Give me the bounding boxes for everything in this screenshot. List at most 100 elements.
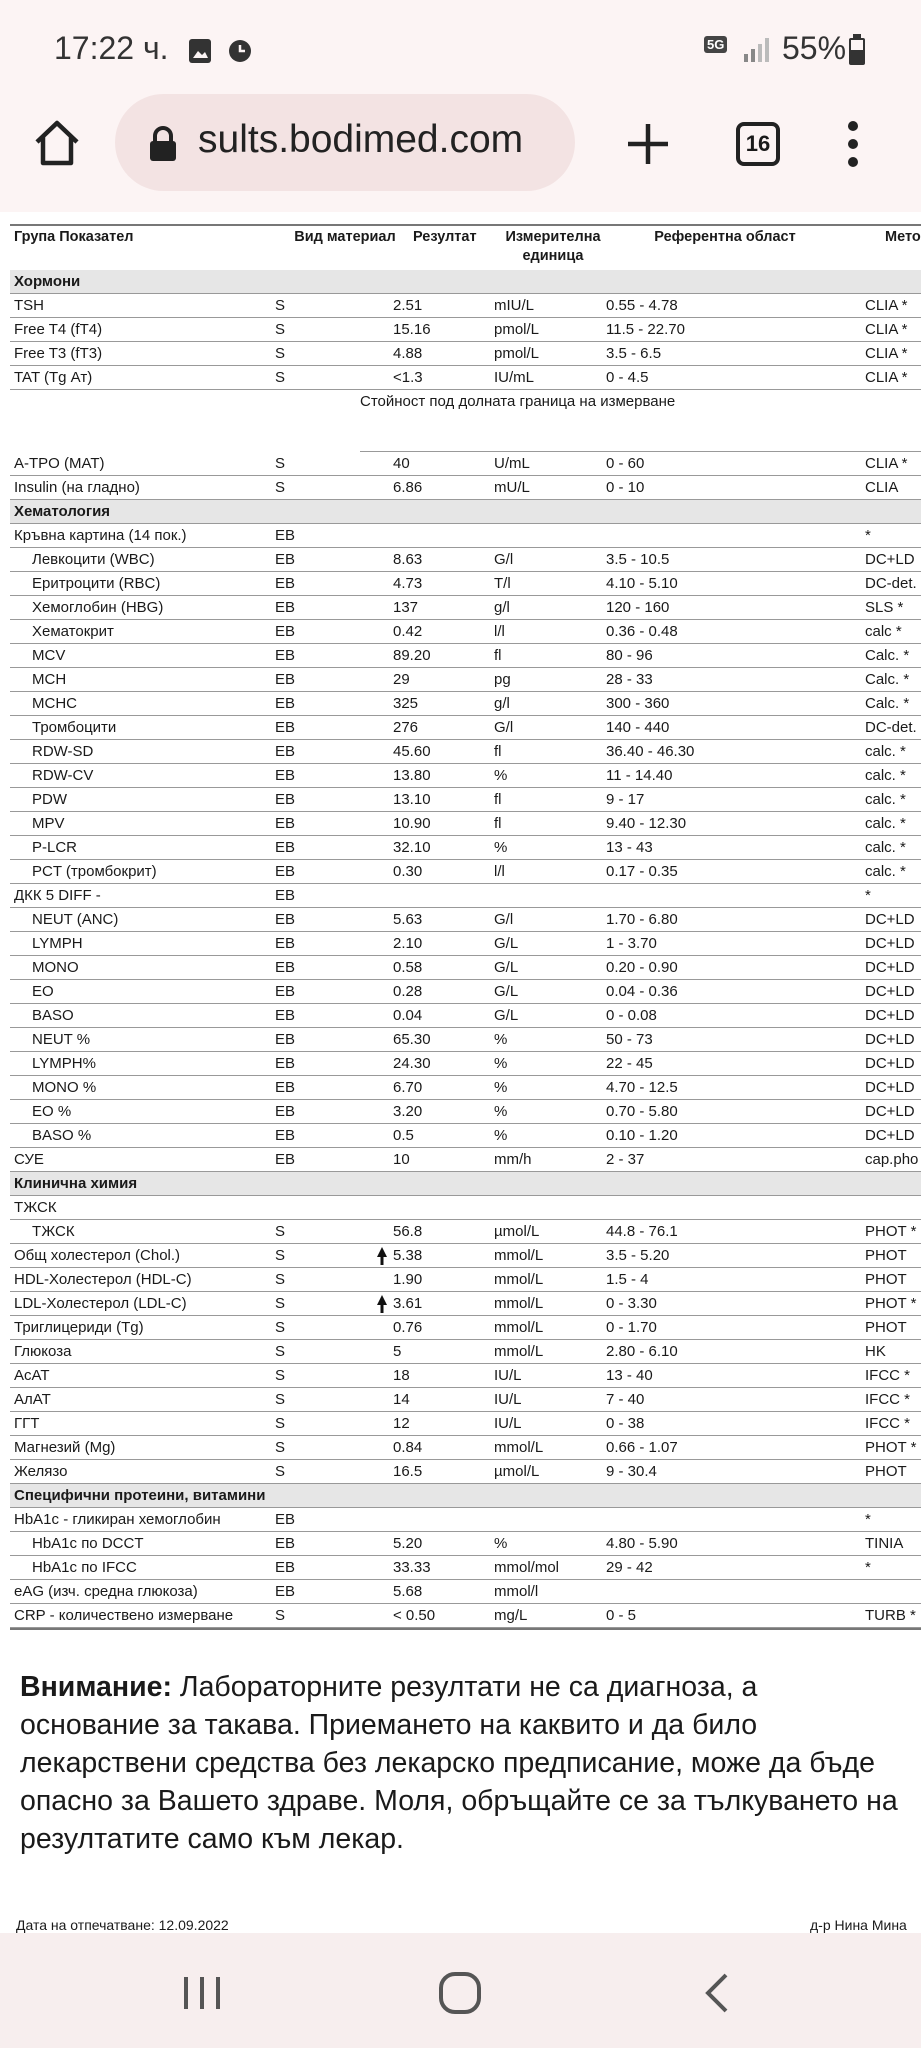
reference-range: 0.10 - 1.20 <box>606 1127 678 1144</box>
method: DC+LD <box>865 911 915 928</box>
result: 10.90 <box>393 815 431 832</box>
test-name: HDL-Холестерол (HDL-C) <box>14 1271 192 1288</box>
reference-range: 7 - 40 <box>606 1391 645 1408</box>
reference-range: 1.5 - 4 <box>606 1271 649 1288</box>
unit: l/l <box>494 863 505 880</box>
test-name: PDW <box>32 791 67 808</box>
method: calc. * <box>865 767 906 784</box>
unit: mU/L <box>494 479 530 496</box>
reference-range: 9.40 - 12.30 <box>606 815 687 832</box>
network-type: 5G <box>704 36 728 53</box>
material: S <box>275 1271 286 1288</box>
result: 65.30 <box>393 1031 431 1048</box>
recents-button[interactable] <box>180 1973 224 2013</box>
unit: mmol/L <box>494 1271 544 1288</box>
result-row: Insulin (на гладно) S 6.86 mU/L 0 - 10 CLIA <box>10 476 921 500</box>
reference-range: 4.70 - 12.5 <box>606 1079 678 1096</box>
table-header: Група Показател Вид материал Резултат Измер… <box>10 224 921 272</box>
result-row: Free T4 (fT4) S 15.16 pmol/L 11.5 - 22.70 CLI… <box>10 318 921 342</box>
material: EB <box>275 815 296 832</box>
result: 40 <box>393 455 410 472</box>
result: <1.3 <box>393 369 423 386</box>
home-nav-button[interactable] <box>438 1971 482 2015</box>
section-title: Клинична химия <box>14 1175 138 1192</box>
method: SLS * <box>865 599 904 616</box>
material: S <box>275 1415 286 1432</box>
material: S <box>275 1343 286 1360</box>
test-name: LDL-Холестерол (LDL-C) <box>14 1295 187 1312</box>
result-row: Левкоцити (WBC) EB 8.63 G/l 3.5 - 10.5 DC+LD <box>10 548 921 572</box>
material: EB <box>275 887 296 904</box>
new-tab-button[interactable] <box>626 122 670 166</box>
method: PHOT <box>865 1319 907 1336</box>
result-row: EO EB 0.28 G/L 0.04 - 0.36 DC+LD <box>10 980 921 1004</box>
reference-range: 13 - 43 <box>606 839 653 856</box>
method: DC+LD <box>865 1079 915 1096</box>
result-row: NEUT (ANC) EB 5.63 G/l 1.70 - 6.80 DC+LD <box>10 908 921 932</box>
result-row: Триглицериди (Tg) S 0.76 mmol/L 0 - 1.70 PHOT <box>10 1316 921 1340</box>
method: DC-det. <box>865 575 917 592</box>
result: 0.84 <box>393 1439 423 1456</box>
result-row: P-LCR EB 32.10% 13 - 43 calc. * <box>10 836 921 860</box>
url-text[interactable]: sults.bodimed.com <box>198 118 524 161</box>
method: * <box>865 1559 871 1576</box>
result-row: NEUT % EB 65.30% 50 - 73 DC+LD <box>10 1028 921 1052</box>
unit: T/l <box>494 575 511 592</box>
result-row: ТЖСК <box>10 1196 921 1220</box>
method: IFCC * <box>865 1367 910 1384</box>
url-bar[interactable] <box>115 94 575 191</box>
method: DC+LD <box>865 1055 915 1072</box>
reference-range: 0 - 10 <box>606 479 645 496</box>
home-button[interactable] <box>32 118 82 168</box>
result-row: СУЕ EB 10 mm/h 2 - 37 cap.pho <box>10 1148 921 1172</box>
result-row: BASO % EB 0.5% 0.10 - 1.20 DC+LD <box>10 1124 921 1148</box>
method: calc. * <box>865 743 906 760</box>
menu-button[interactable] <box>842 120 864 170</box>
section-header: Хематология <box>10 500 921 524</box>
material: EB <box>275 551 296 568</box>
doctor: д-р Нина Мина <box>810 1917 907 1933</box>
method: CLIA * <box>865 297 908 314</box>
result: 0.04 <box>393 1007 423 1024</box>
tabs-button[interactable]: 16 <box>736 122 780 166</box>
reference-range: 120 - 160 <box>606 599 670 616</box>
result: 24.30 <box>393 1055 431 1072</box>
test-name: Free T3 (fT3) <box>14 345 103 362</box>
material: EB <box>275 695 296 712</box>
back-button[interactable] <box>702 1971 732 2015</box>
method: Calc. * <box>865 671 910 688</box>
method: DC+LD <box>865 1103 915 1120</box>
result-row: Хемоглобин (HBG) EB 137 g/l 120 - 160 SLS * <box>10 596 921 620</box>
reference-range: 0.66 - 1.07 <box>606 1439 678 1456</box>
unit: pmol/L <box>494 345 540 362</box>
note-rule <box>360 451 921 452</box>
result-row: Кръвна картина (14 пок.) EB * <box>10 524 921 548</box>
method: CLIA * <box>865 455 908 472</box>
method: calc * <box>865 623 902 640</box>
section-title: Хематология <box>14 503 111 520</box>
unit: % <box>494 839 508 856</box>
material: EB <box>275 671 296 688</box>
result: 0.5 <box>393 1127 414 1144</box>
method: CLIA * <box>865 345 908 362</box>
test-name: Хематокрит <box>32 623 114 640</box>
unit: fl <box>494 743 502 760</box>
material: EB <box>275 623 296 640</box>
reference-range: 2 - 37 <box>606 1151 645 1168</box>
result-row: EO % EB 3.20% 0.70 - 5.80 DC+LD <box>10 1100 921 1124</box>
result-row: HbA1c - гликиран хемоглобин EB * <box>10 1508 921 1532</box>
result-row: MONO EB 0.58 G/L 0.20 - 0.90 DC+LD <box>10 956 921 980</box>
result-row: TAT (Tg Ат) S <1.3 IU/mL 0 - 4.5 CLIA * <box>10 366 921 390</box>
method: DC-det. <box>865 719 917 736</box>
reference-range: 300 - 360 <box>606 695 670 712</box>
test-name: ТЖСК <box>14 1199 57 1216</box>
material: EB <box>275 1055 296 1072</box>
test-name: MCHC <box>32 695 77 712</box>
reference-range: 9 - 17 <box>606 791 645 808</box>
result-row: MCV EB 89.20 fl 80 - 96 Calc. * <box>10 644 921 668</box>
notice-text: Лабораторните резултати не са диагноза, … <box>20 1671 898 1855</box>
result: 4.73 <box>393 575 423 592</box>
test-name: СУЕ <box>14 1151 44 1168</box>
column-header: Група Показател <box>14 229 134 245</box>
result-row: Общ холестерол (Chol.) S 5.38 mmol/L 3.5 - 5… <box>10 1244 921 1268</box>
